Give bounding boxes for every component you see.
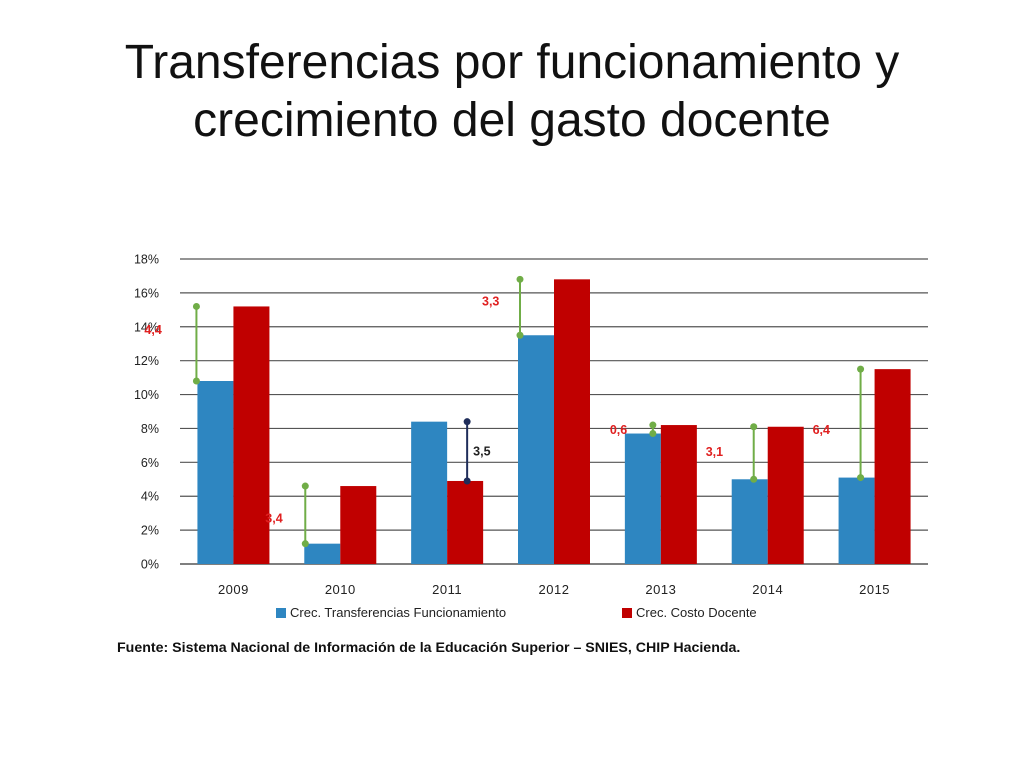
bar-costo-docente-2012 [554,279,590,564]
bar-transferencias-2010 [304,543,341,564]
gap-dot [463,418,471,426]
gap-dot [463,477,471,485]
x-axis-ticks: 2009 2010 2011 2012 2013 2014 2015 [218,582,890,597]
gap-dot [192,302,200,310]
x-tick-label: 2014 [752,582,783,597]
y-tick-label: 14% [134,320,159,334]
slide-title-line-2: crecimiento del gasto docente [193,94,831,147]
y-tick-label: 0% [141,558,159,572]
gap-label-2012: 3,3 [482,294,499,308]
gap-label-2014: 3,1 [706,445,723,459]
bar-costo-docente-2015 [874,369,911,564]
bars [197,279,911,564]
y-tick-label: 18% [134,253,159,267]
x-tick-label: 2010 [325,582,356,597]
gap-label-2009: 4,4 [144,323,161,337]
bar-costo-docente-2014 [767,426,804,564]
slide-title-line-1: Transferencias por funcionamiento y [124,36,900,89]
gap-dot [750,423,758,431]
slide-title: Transferencias por funcionamiento y crec… [40,34,984,150]
gap-dot [192,377,200,385]
x-tick-label: 2011 [432,582,462,597]
y-tick-label: 8% [141,422,159,436]
x-tick-label: 2009 [218,582,249,597]
legend-swatch-transferencias [276,608,286,618]
bar-transferencias-2012 [518,335,554,564]
x-tick-label: 2015 [859,582,890,597]
bar-costo-docente-2010 [340,486,377,564]
bar-costo-docente-2011 [447,480,484,564]
y-tick-label: 2% [141,524,159,538]
y-tick-label: 12% [134,354,159,368]
gap-dot [301,540,309,548]
legend-label-transferencias: Crec. Transferencias Funcionamiento [290,605,506,620]
y-tick-label: 16% [134,286,159,300]
source-note: Fuente: Sistema Nacional de Información … [117,640,741,656]
gap-dot [857,474,865,482]
y-tick-label: 10% [134,388,159,402]
bar-costo-docente-2013 [660,425,697,564]
gap-dot [516,275,524,283]
bar-transferencias-2014 [731,479,768,564]
gap-dot [649,421,657,429]
y-tick-label: 6% [141,456,159,470]
gap-label-2013: 0,6 [610,423,627,437]
x-tick-label: 2013 [645,582,676,597]
legend-swatch-costo-docente [622,608,632,618]
bar-transferencias-2015 [838,477,875,564]
gap-dot [301,482,309,490]
bar-transferencias-2009 [197,381,234,564]
y-axis-ticks: 0% 2% 4% 6% 8% 10% 12% 14% 16% 18% [134,253,159,572]
x-tick-label: 2012 [539,582,570,597]
gap-label-2015: 6,4 [813,423,830,437]
legend: Crec. Transferencias Funcionamiento Crec.… [276,605,757,620]
bar-transferencias-2011 [411,421,448,564]
y-tick-label: 4% [141,490,159,504]
bar-costo-docente-2009 [233,306,270,564]
gap-annotations: 4,4 3,4 3,5 3,3 0,6 3,1 6,4 [144,275,865,548]
gap-dot [516,331,524,339]
legend-label-costo-docente: Crec. Costo Docente [636,605,757,620]
gap-dot [857,365,865,373]
gap-label-2010: 3,4 [265,511,282,525]
gap-dot [750,475,758,483]
gap-dot [649,430,657,438]
gap-label-2011: 3,5 [473,444,490,458]
bar-transferencias-2013 [624,433,661,564]
